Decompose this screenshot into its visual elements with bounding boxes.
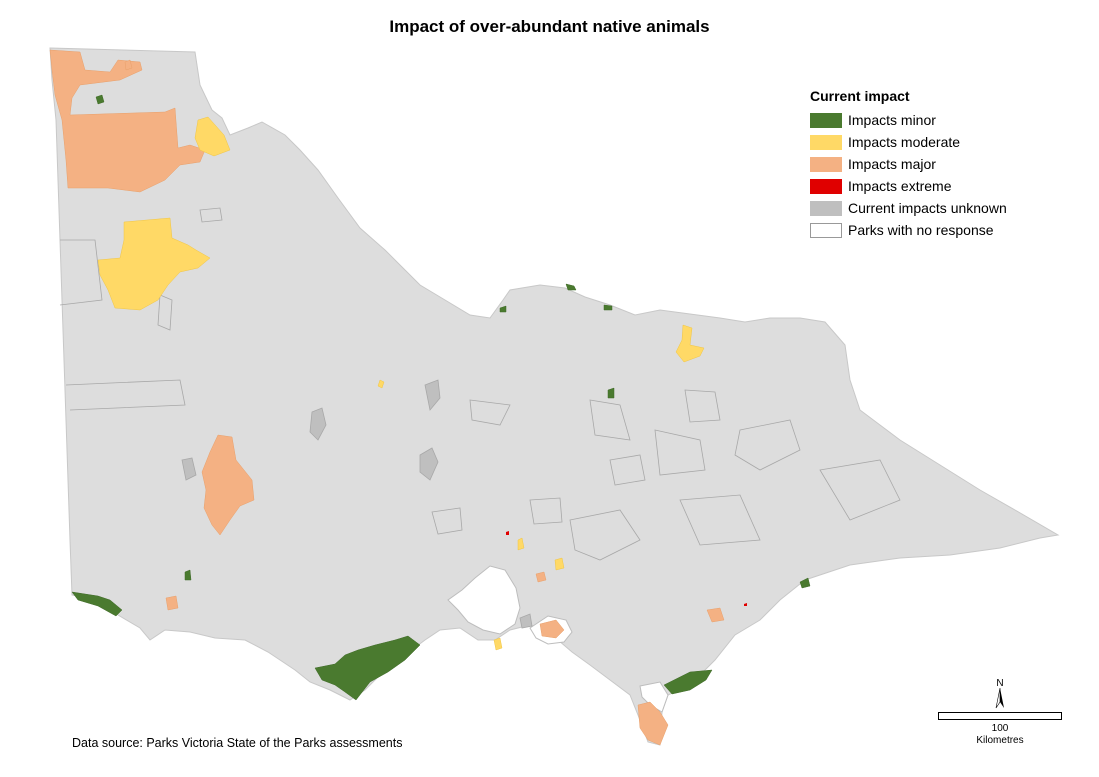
swatch-no-response: [810, 222, 842, 238]
swatch-moderate: [810, 134, 842, 150]
legend-item-extreme: Impacts extreme: [810, 175, 1050, 197]
extreme-impact-parks: [506, 531, 747, 606]
legend-label: Impacts moderate: [848, 134, 961, 150]
unknown-impact-parks: [181, 379, 533, 629]
port-phillip-bay: [447, 565, 521, 635]
map-title: Impact of over-abundant native animals: [389, 17, 710, 36]
north-arrow-icon: N: [990, 676, 1010, 715]
swatch-unknown: [810, 200, 842, 216]
legend-label: Current impacts unknown: [848, 200, 1007, 216]
swatch-major: [810, 156, 842, 172]
scale-value: 100: [991, 723, 1009, 734]
scale-bar: 100 Kilometres: [938, 712, 1062, 746]
legend-label: Impacts extreme: [848, 178, 952, 194]
wilsons-prom-area: [639, 681, 669, 713]
data-source-note: Data source: Parks Victoria State of the…: [72, 736, 403, 750]
legend-item-no-response: Parks with no response: [810, 219, 1050, 241]
moderate-impact-parks: [97, 116, 705, 651]
scale-unit: Kilometres: [976, 735, 1024, 746]
legend-item-unknown: Current impacts unknown: [810, 197, 1050, 219]
map-legend: Current impact Impacts minor Impacts mod…: [810, 88, 1050, 241]
major-impact-parks: [49, 49, 725, 746]
scale-bar-graphic: [938, 712, 1062, 720]
swatch-minor: [810, 112, 842, 128]
park-boundaries: [59, 207, 901, 561]
legend-label: Impacts major: [848, 156, 936, 172]
legend-item-major: Impacts major: [810, 153, 1050, 175]
legend-item-minor: Impacts minor: [810, 109, 1050, 131]
legend-label: Impacts minor: [848, 112, 936, 128]
legend-title: Current impact: [810, 88, 910, 104]
minor-impact-parks: [71, 94, 811, 701]
north-label: N: [996, 678, 1003, 689]
swatch-extreme: [810, 178, 842, 194]
state-outline: [49, 47, 1060, 746]
legend-label: Parks with no response: [848, 222, 994, 238]
legend-item-moderate: Impacts moderate: [810, 131, 1050, 153]
